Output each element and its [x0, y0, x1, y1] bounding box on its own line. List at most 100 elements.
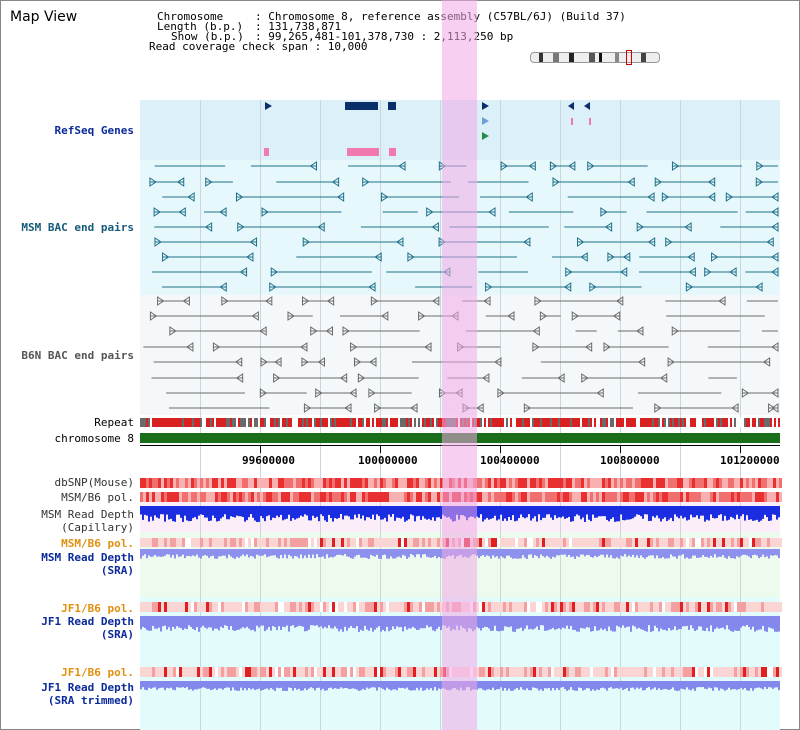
repeat-segment — [636, 418, 638, 427]
read-depth-bar — [530, 616, 532, 629]
pol-heat-cell — [626, 602, 629, 612]
repeat-segment — [700, 418, 702, 427]
read-depth-bar — [352, 616, 354, 628]
read-depth-bar — [214, 616, 216, 629]
pol-heat-cell — [422, 478, 425, 488]
read-depth-bar — [334, 616, 336, 627]
pol-heat-cell — [146, 492, 149, 502]
read-depth-bar — [658, 616, 660, 632]
read-depth-bar — [540, 681, 542, 690]
read-depth-bar — [272, 681, 274, 690]
pol-heat-cell — [302, 602, 305, 612]
pol-heat-cell — [524, 538, 527, 547]
read-depth-bar — [610, 506, 612, 520]
repeat-segment — [640, 418, 642, 427]
repeat-segment — [742, 418, 744, 427]
read-depth-bar — [220, 616, 222, 627]
msm-bac-pair-end — [431, 222, 439, 232]
read-depth-bar — [522, 549, 524, 556]
repeat-segment — [408, 418, 410, 427]
read-depth-bar — [660, 506, 662, 522]
read-depth-bar — [658, 681, 660, 689]
read-depth-bar — [476, 616, 478, 628]
read-depth-bar — [400, 506, 402, 519]
pol-heat-cell — [182, 667, 185, 677]
read-depth-bar — [586, 681, 588, 689]
read-depth-bar — [766, 549, 768, 557]
selected-region-highlight[interactable] — [442, 0, 477, 730]
pol-heat-cell — [551, 492, 554, 502]
read-depth-bar — [330, 506, 332, 519]
read-depth-bar — [666, 681, 668, 690]
b6n-bac-pair-end — [581, 373, 589, 383]
repeat-segment — [624, 418, 626, 427]
repeat-segment — [518, 418, 520, 427]
pol-heat-cell — [476, 667, 479, 677]
read-depth-bar — [260, 549, 262, 556]
pol-heat-cell — [620, 667, 623, 677]
repeat-segment — [182, 418, 184, 427]
pol-heat-cell — [629, 667, 632, 677]
read-depth-bar — [242, 506, 244, 518]
pol-heat-cell — [671, 602, 674, 612]
pol-heat-cell — [497, 538, 500, 547]
pol-heat-cell — [599, 478, 602, 488]
pol-heat-cell — [746, 492, 749, 502]
chromosome-ideogram[interactable] — [530, 52, 660, 63]
pol-heat-cell — [206, 667, 209, 677]
repeat-segment — [176, 418, 178, 427]
pol-heat-cell — [359, 478, 362, 488]
repeat-segment — [620, 418, 622, 427]
read-depth-bar — [610, 681, 612, 688]
pol-heat-cell — [608, 602, 611, 612]
pol-heat-cell — [320, 538, 323, 547]
read-depth-bar — [354, 616, 356, 629]
read-depth-bar — [420, 506, 422, 520]
b6n-bac-pair-end — [274, 357, 282, 367]
b6n-bac-label[interactable]: B6N BAC end pairs — [21, 349, 134, 362]
read-depth-bar — [492, 616, 494, 631]
read-depth-bar — [222, 616, 224, 629]
pol-heat-cell — [491, 478, 494, 488]
read-depth-bar — [716, 616, 718, 628]
refseq-genes-label[interactable]: RefSeq Genes — [54, 124, 134, 137]
pol-heat-cell — [521, 667, 524, 677]
pol-heat-cell — [563, 667, 566, 677]
pol-heat-cell — [704, 667, 707, 677]
read-depth-bar — [162, 549, 164, 557]
read-depth-bar — [506, 506, 508, 521]
read-depth-bar — [558, 616, 560, 629]
b6n-bac-pair-end — [369, 357, 377, 367]
pol-heat-cell — [704, 492, 707, 502]
read-depth-bar — [198, 681, 200, 689]
read-depth-bar — [286, 549, 288, 559]
read-depth-bar — [282, 681, 284, 691]
pol-heat-cell — [326, 602, 329, 612]
read-depth-bar — [202, 506, 204, 516]
read-depth-bar — [244, 681, 246, 689]
pol-heat-cell — [740, 492, 743, 502]
read-depth-bar — [342, 616, 344, 632]
repeat-segment — [266, 418, 268, 427]
read-depth-bar — [568, 681, 570, 690]
pol-heat-cell — [527, 602, 530, 612]
pol-heat-cell — [185, 602, 188, 612]
msm-bac-label[interactable]: MSM BAC end pairs — [21, 221, 134, 234]
read-depth-bar — [722, 506, 724, 521]
read-depth-bar — [640, 616, 642, 630]
read-depth-bar — [516, 506, 518, 521]
read-depth-bar — [584, 681, 586, 690]
pol-heat-cell — [275, 667, 278, 677]
read-depth-bar — [692, 616, 694, 629]
pol-heat-cell — [548, 602, 551, 612]
pol-heat-cell — [350, 492, 353, 502]
read-depth-bar — [368, 681, 370, 689]
read-depth-bar — [638, 616, 640, 628]
read-depth-bar — [440, 506, 442, 519]
read-depth-bar — [290, 681, 292, 688]
ideogram-position-marker[interactable] — [626, 50, 632, 65]
pol-heat-cell — [236, 478, 239, 488]
msm-bac-pair-end — [528, 161, 536, 171]
pol-heat-cell — [323, 667, 326, 677]
